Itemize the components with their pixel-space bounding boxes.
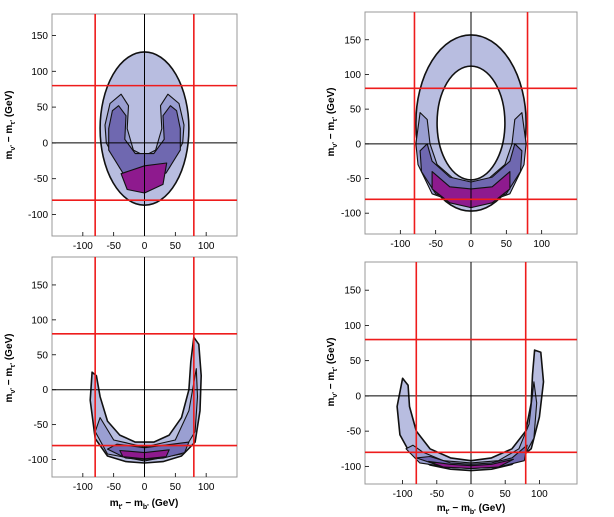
y-axis-label: mν' − mτ' (GeV) — [326, 87, 339, 156]
x-tick-label: -50 — [106, 241, 121, 252]
panel-bottom-left: -100 -50 0 50 100 -100 -50 0 50 100 150 mν' − mτ' … — [4, 256, 238, 511]
y-tick-label: -50 — [347, 427, 362, 438]
y-tick-label: 150 — [344, 35, 361, 46]
y-tick-label: -50 — [34, 174, 49, 185]
y-tick-label: -100 — [341, 462, 361, 473]
region-core — [428, 458, 514, 470]
y-tick-label: -50 — [347, 174, 362, 185]
y-tick-label: 100 — [344, 321, 361, 332]
panel-top-right: -100 -50 0 50 100 -100 -50 0 50 100 150 mν' − mτ' … — [326, 11, 578, 250]
y-tick-label: 0 — [42, 138, 48, 149]
x-tick-label: -50 — [106, 482, 121, 493]
x-axis-label: mt' − mb' (GeV) — [110, 498, 179, 511]
region-outer — [396, 349, 545, 472]
x-tick-label: 100 — [533, 239, 550, 250]
y-tick-label: 0 — [355, 391, 361, 402]
x-tick-label: 50 — [170, 482, 182, 493]
y-tick-label: 100 — [31, 67, 48, 78]
x-tick-label: 0 — [142, 482, 148, 493]
y-tick-label: 0 — [42, 385, 48, 396]
y-tick-label: 150 — [344, 286, 361, 297]
x-tick-label: 0 — [468, 239, 474, 250]
x-tick-label: -50 — [428, 239, 443, 250]
y-tick-label: -100 — [28, 210, 48, 221]
x-tick-label: -100 — [73, 241, 93, 252]
x-axis-label: mt' − mb' (GeV) — [437, 503, 506, 516]
y-axis-label: mν' − mτ' (GeV) — [326, 337, 339, 406]
x-tick-label: 50 — [500, 489, 512, 500]
x-tick-label: 100 — [198, 482, 215, 493]
y-tick-label: 50 — [350, 105, 362, 116]
x-tick-label: 0 — [142, 241, 148, 252]
y-tick-label: 100 — [344, 70, 361, 81]
y-tick-label: 150 — [31, 280, 48, 291]
y-tick-label: 0 — [355, 139, 361, 150]
x-tick-label: 100 — [531, 489, 548, 500]
panel-top-left: -100 -50 0 50 100 -100 -50 0 50 100 150 mν' − mτ' … — [4, 13, 238, 252]
x-tick-label: 50 — [170, 241, 182, 252]
region-outer — [89, 336, 202, 464]
y-tick-label: 50 — [37, 103, 49, 114]
y-tick-label: 50 — [350, 356, 362, 367]
x-tick-label: -100 — [73, 482, 93, 493]
y-tick-label: 150 — [31, 31, 48, 42]
x-tick-label: -100 — [393, 489, 413, 500]
y-tick-label: -50 — [34, 420, 49, 431]
y-tick-label: 100 — [31, 315, 48, 326]
x-tick-label: 100 — [198, 241, 215, 252]
y-tick-label: -100 — [28, 455, 48, 466]
x-tick-label: -50 — [430, 489, 445, 500]
y-tick-label: 50 — [37, 350, 49, 361]
y-tick-label: -100 — [341, 209, 361, 220]
y-axis-label: mν' − mτ' (GeV) — [4, 90, 17, 159]
x-tick-label: -100 — [390, 239, 410, 250]
x-tick-label: 50 — [501, 239, 513, 250]
panel-bottom-right: -100 -50 0 50 100 -100 -50 0 50 100 150 mν' − mτ' … — [326, 261, 578, 516]
y-axis-label: mν' − mτ' (GeV) — [4, 333, 17, 402]
x-tick-label: 0 — [468, 489, 474, 500]
